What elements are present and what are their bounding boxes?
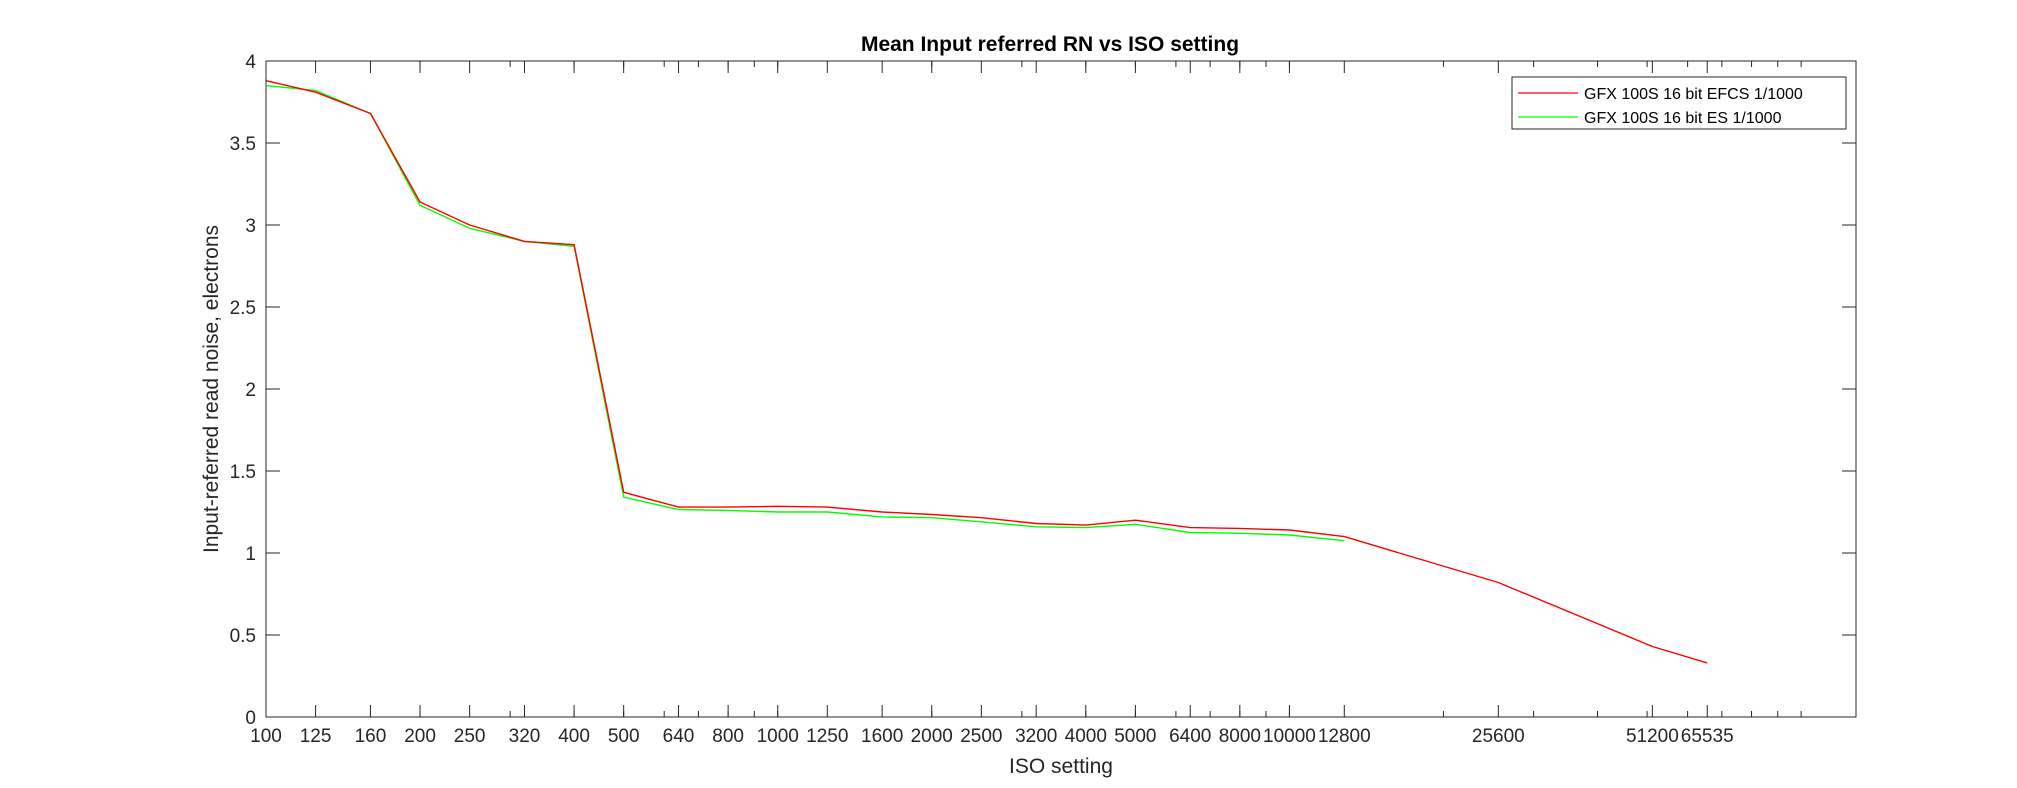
x-tick-label: 1250 (806, 726, 848, 747)
x-tick-label: 500 (608, 726, 640, 747)
y-tick-label: 2 (245, 380, 256, 401)
y-axis-ticks: 0 0.5 1 1.5 2 2.5 3 3.5 4 (230, 52, 1856, 729)
x-tick-label: 12800 (1318, 726, 1371, 747)
series-layer (265, 80, 1708, 664)
x-tick-label: 320 (509, 726, 541, 747)
x-tick-label: 51200 (1626, 726, 1679, 747)
legend-label-efcs: GFX 100S 16 bit EFCS 1/1000 (1584, 86, 1803, 103)
x-tick-label: 8000 (1219, 726, 1261, 747)
series-line-es (265, 84, 1345, 542)
chart-title: Mean Input referred RN vs ISO setting (861, 33, 1239, 56)
y-tick-label: 0.5 (230, 626, 256, 647)
plot-area (265, 60, 1857, 718)
x-tick-label: 4000 (1065, 726, 1107, 747)
x-tick-label: 1000 (757, 726, 799, 747)
x-tick-label: 25600 (1472, 726, 1525, 747)
x-tick-label: 125 (300, 726, 332, 747)
y-tick-label: 1.5 (230, 462, 256, 483)
y-tick-label: 1 (245, 544, 256, 565)
x-tick-label: 160 (355, 726, 387, 747)
y-tick-label: 3 (245, 216, 256, 237)
y-tick-label: 2.5 (230, 298, 256, 319)
x-tick-label: 100 (250, 726, 282, 747)
x-tick-label: 200 (404, 726, 436, 747)
x-tick-label: 10000 (1263, 726, 1316, 747)
series-line-efcs (265, 80, 1708, 664)
legend-box (1511, 76, 1847, 130)
legend: GFX 100S 16 bit EFCS 1/1000 GFX 100S 16 … (1511, 76, 1847, 130)
legend-label-es: GFX 100S 16 bit ES 1/1000 (1584, 110, 1782, 127)
x-tick-label: 1600 (861, 726, 903, 747)
x-tick-label: 65535 (1681, 726, 1734, 747)
x-tick-label: 800 (712, 726, 744, 747)
x-tick-label: 3200 (1015, 726, 1057, 747)
y-axis-label: Input-referred read noise, electrons (200, 225, 223, 553)
x-tick-label: 2000 (911, 726, 953, 747)
x-tick-label: 2500 (960, 726, 1002, 747)
x-axis-label: ISO setting (1009, 755, 1113, 778)
x-tick-label: 5000 (1114, 726, 1156, 747)
y-tick-label: 3.5 (230, 134, 256, 155)
x-tick-label: 640 (663, 726, 695, 747)
x-tick-label: 400 (558, 726, 590, 747)
y-tick-label: 4 (245, 52, 256, 73)
x-axis-ticks: 100 125 160 200 250 320 400 500 640 800 1000 1250 16… (250, 61, 1734, 747)
x-tick-label: 250 (454, 726, 486, 747)
x-tick-label: 6400 (1169, 726, 1211, 747)
y-tick-label: 0 (245, 708, 256, 729)
